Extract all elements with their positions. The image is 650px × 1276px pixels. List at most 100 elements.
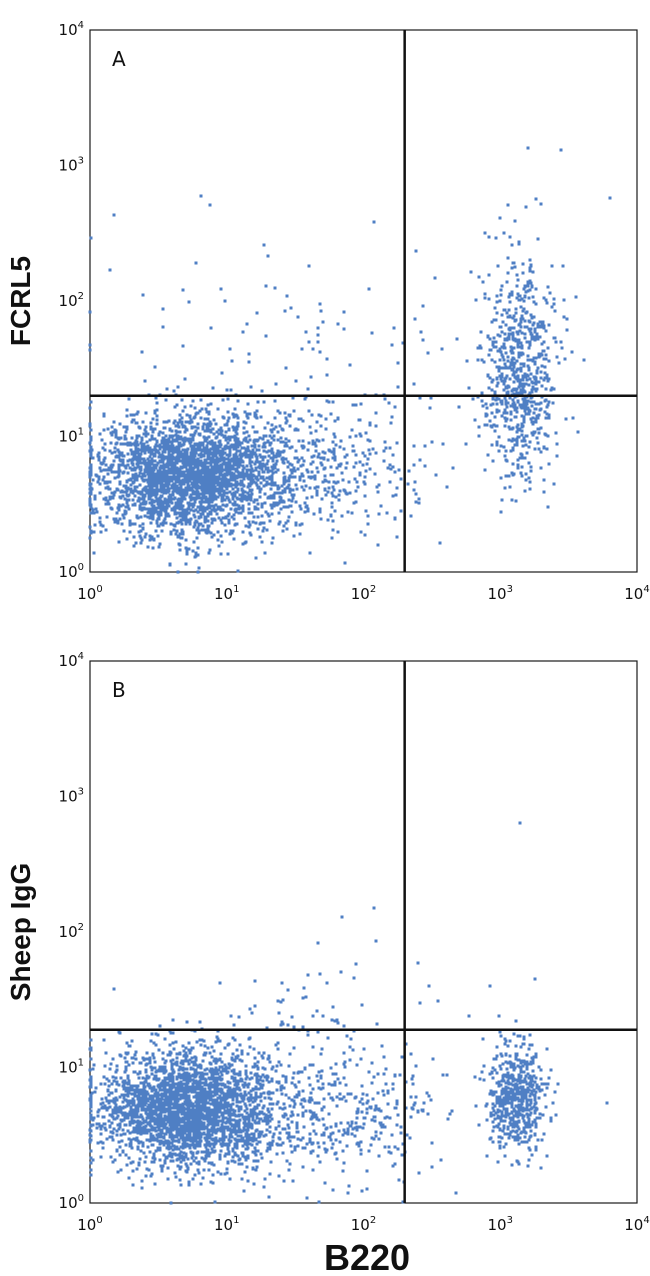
- event-point: [165, 504, 169, 508]
- event-point: [357, 418, 361, 422]
- event-point: [257, 1051, 261, 1055]
- event-point: [505, 411, 509, 415]
- event-point: [206, 425, 210, 429]
- event-point: [421, 304, 425, 308]
- event-point: [228, 450, 232, 454]
- event-point: [151, 467, 155, 471]
- event-point: [186, 480, 190, 484]
- event-point: [292, 534, 296, 538]
- event-point: [511, 473, 515, 477]
- event-point: [321, 320, 325, 324]
- event-point: [173, 524, 177, 528]
- event-point: [331, 440, 335, 444]
- event-point: [131, 1061, 135, 1065]
- event-point: [354, 434, 358, 438]
- event-point: [183, 1102, 187, 1106]
- event-point: [133, 452, 137, 456]
- event-point: [134, 1057, 138, 1061]
- event-point: [178, 418, 182, 422]
- event-point: [301, 463, 305, 467]
- event-point: [535, 369, 539, 373]
- event-point: [173, 507, 177, 511]
- event-point: [495, 384, 499, 388]
- event-point: [212, 471, 216, 475]
- event-point: [542, 446, 546, 450]
- event-point: [225, 483, 229, 487]
- event-point: [151, 1156, 155, 1160]
- event-point: [321, 450, 325, 454]
- event-point: [331, 400, 335, 404]
- event-point: [102, 497, 106, 501]
- event-point: [105, 468, 109, 472]
- event-point: [126, 459, 130, 463]
- event-point: [498, 334, 502, 338]
- event-point: [527, 461, 531, 465]
- event-point: [188, 441, 192, 445]
- event-point: [255, 416, 259, 420]
- event-point: [150, 535, 154, 539]
- event-point: [137, 1123, 141, 1127]
- event-point: [98, 482, 102, 486]
- event-point: [288, 504, 292, 508]
- event-point: [244, 421, 248, 425]
- event-point: [181, 504, 185, 508]
- event-point: [512, 401, 516, 405]
- event-point: [359, 530, 363, 534]
- event-point: [217, 432, 221, 436]
- event-point: [89, 492, 93, 496]
- event-point: [101, 524, 105, 528]
- event-point: [209, 473, 213, 477]
- event-point: [126, 471, 130, 475]
- event-point: [332, 480, 336, 484]
- event-point: [230, 473, 234, 477]
- event-point: [209, 1180, 213, 1184]
- event-point: [144, 485, 148, 489]
- event-point: [162, 519, 166, 523]
- event-point: [217, 544, 221, 548]
- event-point: [467, 386, 471, 390]
- event-point: [185, 477, 189, 481]
- event-point: [237, 511, 241, 515]
- event-point: [549, 388, 553, 392]
- event-point: [528, 269, 532, 273]
- event-point: [207, 410, 211, 414]
- event-point: [368, 423, 372, 427]
- event-point: [257, 448, 261, 452]
- event-point: [300, 347, 304, 351]
- event-point: [207, 502, 211, 506]
- event-point: [117, 540, 121, 544]
- event-point: [241, 489, 245, 493]
- event-point: [512, 405, 516, 409]
- event-point: [282, 482, 286, 486]
- event-point: [296, 1137, 300, 1141]
- event-point: [138, 524, 142, 528]
- event-point: [163, 501, 167, 505]
- event-point: [91, 478, 95, 482]
- event-point: [122, 425, 126, 429]
- event-point: [289, 306, 293, 310]
- event-point: [207, 1154, 211, 1158]
- event-point: [136, 410, 140, 414]
- event-point: [252, 440, 256, 444]
- event-point: [565, 317, 569, 321]
- event-point: [107, 502, 111, 506]
- event-point: [265, 476, 269, 480]
- event-point: [158, 474, 162, 478]
- event-point: [113, 1106, 117, 1110]
- event-point: [178, 437, 182, 441]
- event-point: [156, 449, 160, 453]
- event-point: [233, 460, 237, 464]
- event-point: [534, 356, 538, 360]
- event-point: [502, 445, 506, 449]
- event-point: [521, 374, 525, 378]
- event-point: [174, 457, 178, 461]
- event-point: [281, 440, 285, 444]
- event-point: [544, 387, 548, 391]
- event-point: [310, 455, 314, 459]
- event-point: [117, 466, 121, 470]
- event-point: [190, 1090, 194, 1094]
- event-point: [154, 489, 158, 493]
- event-point: [124, 505, 128, 509]
- event-point: [309, 431, 313, 435]
- event-point: [97, 477, 101, 481]
